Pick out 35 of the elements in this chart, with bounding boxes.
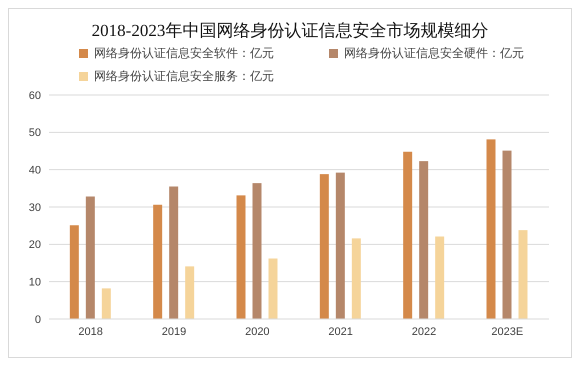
y-tick-label: 0	[34, 314, 41, 326]
x-tick-label: 2020	[245, 326, 270, 338]
bar	[102, 288, 111, 319]
legend-label: 网络身份认证信息安全服务：亿元	[94, 68, 274, 85]
bar	[486, 139, 496, 319]
y-tick-label: 30	[28, 202, 41, 214]
bar	[419, 161, 428, 319]
y-tick-label: 60	[28, 90, 41, 102]
bar	[502, 150, 512, 319]
y-tick-label: 40	[28, 164, 41, 177]
bar	[352, 238, 361, 319]
chart-title: 2018-2023年中国网络身份认证信息安全市场规模细分	[90, 20, 490, 42]
y-tick-label: 50	[28, 127, 41, 140]
bar	[236, 195, 246, 319]
bar	[70, 225, 79, 319]
bar	[153, 204, 162, 319]
x-tick-label: 2021	[328, 326, 353, 338]
bar	[435, 236, 444, 319]
legend-label: 网络身份认证信息安全硬件：亿元	[344, 45, 524, 62]
bar	[169, 186, 178, 319]
legend-label: 网络身份认证信息安全软件：亿元	[94, 45, 274, 62]
x-tick-label: 2019	[162, 326, 186, 338]
bar	[185, 266, 194, 319]
bar	[518, 230, 528, 319]
y-tick-label: 10	[28, 276, 41, 289]
x-tick-label: 2018	[78, 326, 103, 338]
y-tick-label: 20	[28, 239, 41, 252]
bar	[336, 172, 345, 319]
bar	[86, 196, 95, 319]
x-tick-label: 2023E	[491, 326, 524, 338]
bar	[403, 152, 412, 319]
x-tick-label: 2022	[412, 326, 436, 338]
bar	[268, 258, 278, 319]
bar	[320, 174, 329, 319]
bar	[252, 183, 262, 319]
